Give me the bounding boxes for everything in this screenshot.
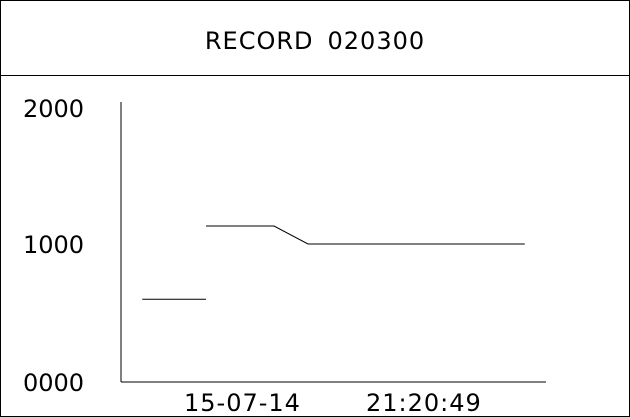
x-axis-time: 21:20:49 bbox=[366, 389, 482, 416]
record-label: RECORD bbox=[204, 27, 314, 55]
series-0-segment-1 bbox=[206, 225, 525, 245]
y-tick-label-2000: 2000 bbox=[23, 95, 84, 123]
y-tick-label-0000: 0000 bbox=[23, 369, 84, 397]
y-tick-label-1000: 1000 bbox=[23, 231, 84, 259]
header-bar: RECORD 020300 bbox=[1, 1, 629, 76]
series-lines bbox=[142, 225, 525, 300]
chart-area: 2000 1000 0000 15-07-14 21:20:49 bbox=[1, 76, 629, 416]
line-chart: 2000 1000 0000 15-07-14 21:20:49 bbox=[23, 95, 546, 416]
x-axis-date: 15-07-14 bbox=[184, 389, 301, 416]
record-id: 020300 bbox=[327, 27, 426, 55]
record-title: RECORD 020300 bbox=[1, 27, 629, 55]
